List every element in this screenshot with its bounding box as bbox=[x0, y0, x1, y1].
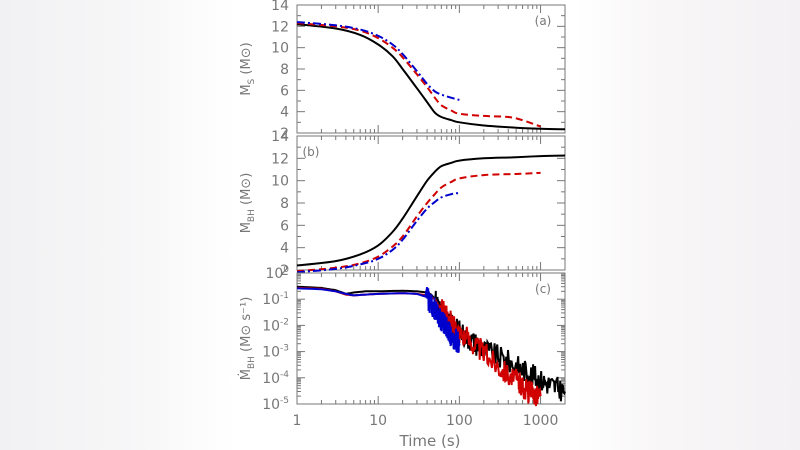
series-line-black-solid bbox=[296, 23, 566, 131]
y-tick-label: 10-4 bbox=[262, 370, 289, 387]
y-tick-label: 14 bbox=[271, 0, 289, 14]
y-tick-label: 10-5 bbox=[262, 396, 289, 413]
panel-label: (c) bbox=[535, 282, 551, 296]
series-line-red-dashed bbox=[296, 171, 541, 273]
panel-a: 2 4 6 8 10 12 14 (a) MS (M⊙) bbox=[239, 0, 566, 142]
x-axis-title: Time (s) bbox=[399, 432, 461, 450]
y-tick-label: 10-1 bbox=[262, 291, 289, 308]
y-tick-label: 10-3 bbox=[262, 344, 289, 361]
x-tick-label: 100 bbox=[446, 413, 473, 429]
panel-b: 2 4 6 8 10 12 14 (b) MBH (M⊙) bbox=[239, 129, 566, 279]
y-tick-label: 10 bbox=[271, 41, 289, 57]
series-line-black-solid bbox=[296, 154, 566, 267]
x-tick-label: 10 bbox=[369, 413, 387, 429]
y-tick-label: 12 bbox=[271, 151, 289, 167]
series-line-red-dashed bbox=[296, 286, 542, 407]
y-axis-title: MBH (M⊙) bbox=[239, 173, 257, 234]
y-tick-label: 12 bbox=[271, 19, 289, 35]
background-left bbox=[0, 0, 235, 450]
series-line-blue-dashdot bbox=[296, 191, 460, 274]
y-tick-label: 6 bbox=[280, 218, 289, 234]
y-tick-label: 8 bbox=[280, 62, 289, 78]
y-tick-label: 100 bbox=[265, 265, 289, 282]
y-tick-label: 10 bbox=[271, 174, 289, 190]
y-axis-title: MS (M⊙) bbox=[239, 42, 257, 95]
panel-label: (b) bbox=[303, 145, 320, 159]
y-axis-title: ṀBH (M⊙ s⁻¹) bbox=[238, 297, 257, 381]
y-tick-label: 8 bbox=[280, 196, 289, 212]
y-tick-label: 14 bbox=[271, 129, 289, 145]
panel-c: 10-5 10-4 10-3 10-2 10-1 100 1 10 100 1000 (c) ṀBH … bbox=[238, 265, 566, 429]
series-line-red-dashed bbox=[296, 22, 541, 128]
panel-frame bbox=[296, 4, 566, 134]
background-right bbox=[575, 0, 800, 450]
series-line-blue-dashdot bbox=[296, 21, 460, 101]
y-tick-label: 10-2 bbox=[262, 317, 289, 334]
x-tick-label: 1000 bbox=[523, 413, 559, 429]
x-tick-label: 1 bbox=[293, 413, 302, 429]
y-tick-label: 2 bbox=[280, 126, 289, 142]
y-tick-label: 2 bbox=[280, 263, 289, 279]
panel-frame bbox=[296, 272, 566, 405]
y-tick-label: 6 bbox=[280, 83, 289, 99]
y-tick-label: 4 bbox=[280, 241, 289, 257]
y-tick-label: 4 bbox=[280, 105, 289, 121]
series-line-blue-dashdot bbox=[296, 287, 461, 353]
panel-label: (a) bbox=[535, 14, 552, 28]
